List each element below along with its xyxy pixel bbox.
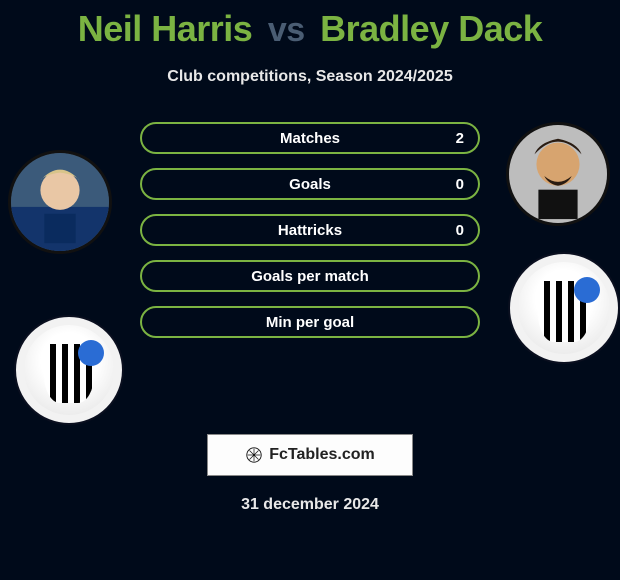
player1-club-badge	[14, 315, 124, 425]
source-attribution[interactable]: FcTables.com	[207, 434, 413, 476]
club-badge-inner	[518, 262, 610, 354]
player1-avatar	[8, 150, 112, 254]
player2-name: Bradley Dack	[320, 8, 542, 49]
stat-label: Min per goal	[266, 314, 354, 331]
player2-club-badge	[508, 252, 620, 364]
stats-area: Matches 2 Goals 0 Hattricks 0 Goals per …	[0, 122, 620, 432]
club-shield-icon	[538, 281, 590, 342]
source-text: FcTables.com	[269, 446, 375, 464]
stat-value-right: 0	[456, 222, 464, 239]
stat-row: Hattricks 0	[140, 214, 480, 246]
stat-row: Matches 2	[140, 122, 480, 154]
fctables-logo-icon	[245, 446, 263, 464]
stat-value-right: 2	[456, 130, 464, 147]
comparison-title: Neil Harris vs Bradley Dack	[0, 0, 620, 50]
avatar-placeholder-icon	[11, 153, 109, 251]
avatar-placeholder-icon	[509, 125, 607, 223]
stat-label: Goals per match	[251, 268, 369, 285]
club-badge-inner	[24, 325, 114, 415]
snapshot-date: 31 december 2024	[0, 496, 620, 514]
stat-rows: Matches 2 Goals 0 Hattricks 0 Goals per …	[140, 122, 480, 352]
stat-row: Goals per match	[140, 260, 480, 292]
subtitle: Club competitions, Season 2024/2025	[0, 68, 620, 86]
player2-avatar	[506, 122, 610, 226]
stat-label: Matches	[280, 130, 340, 147]
stat-row: Goals 0	[140, 168, 480, 200]
stat-value-right: 0	[456, 176, 464, 193]
player1-name: Neil Harris	[78, 8, 253, 49]
vs-text: vs	[268, 11, 305, 49]
stat-label: Goals	[289, 176, 331, 193]
stat-row: Min per goal	[140, 306, 480, 338]
stat-label: Hattricks	[278, 222, 342, 239]
club-shield-icon	[44, 344, 94, 403]
